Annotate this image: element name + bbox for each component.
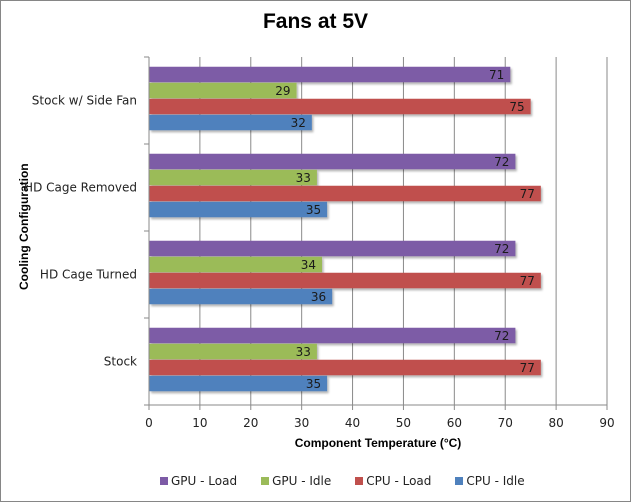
x-tick-label: 60 bbox=[447, 416, 462, 430]
x-axis-label: Component Temperature (°C) bbox=[294, 436, 462, 450]
bar bbox=[149, 343, 317, 360]
chart-title: Fans at 5V bbox=[262, 10, 369, 33]
legend-swatch bbox=[261, 477, 270, 485]
bar bbox=[149, 327, 516, 344]
legend-label: GPU - Load bbox=[171, 474, 238, 488]
bar bbox=[149, 375, 328, 392]
data-label: 32 bbox=[291, 116, 306, 130]
legend-item: GPU - Load bbox=[160, 474, 237, 488]
x-tick-label: 80 bbox=[548, 416, 563, 430]
data-label: 36 bbox=[311, 290, 326, 304]
x-tick-label: 0 bbox=[145, 416, 153, 430]
bar bbox=[149, 114, 312, 131]
data-label: 77 bbox=[520, 187, 535, 201]
y-tick-label: Stock bbox=[104, 355, 137, 369]
data-label: 33 bbox=[296, 171, 311, 185]
x-tick-label: 70 bbox=[498, 416, 513, 430]
legend-swatch bbox=[355, 477, 364, 485]
bar bbox=[149, 66, 511, 83]
x-tick-label: 90 bbox=[599, 416, 614, 430]
x-tick-label: 30 bbox=[294, 416, 309, 430]
legend-label: CPU - Load bbox=[366, 474, 432, 488]
bar bbox=[149, 201, 328, 218]
legend-label: CPU - Idle bbox=[466, 474, 525, 488]
bar bbox=[149, 240, 516, 257]
data-label: 72 bbox=[494, 329, 509, 343]
y-tick-label: Stock w/ Side Fan bbox=[32, 94, 137, 108]
x-tick-label: 20 bbox=[243, 416, 258, 430]
bar bbox=[149, 98, 531, 115]
data-label: 72 bbox=[494, 155, 509, 169]
legend: GPU - Load GPU - Idle CPU - Load CPU - Idle bbox=[160, 474, 525, 488]
bar bbox=[149, 185, 541, 202]
bar bbox=[149, 169, 317, 186]
data-label: 34 bbox=[301, 258, 316, 272]
bar bbox=[149, 256, 323, 273]
legend-item: CPU - Idle bbox=[455, 474, 525, 488]
data-label: 29 bbox=[275, 84, 290, 98]
bar bbox=[149, 82, 297, 99]
data-label: 75 bbox=[509, 100, 524, 114]
legend-item: CPU - Load bbox=[355, 474, 431, 488]
legend-swatch bbox=[455, 477, 464, 485]
x-tick-label: 10 bbox=[192, 416, 207, 430]
legend-label: GPU - Idle bbox=[272, 474, 332, 488]
data-label: 71 bbox=[489, 68, 504, 82]
legend-swatch bbox=[160, 477, 168, 485]
legend-item: GPU - Idle bbox=[261, 474, 331, 488]
data-label: 35 bbox=[306, 377, 321, 391]
data-label: 77 bbox=[520, 274, 535, 288]
bar bbox=[149, 272, 541, 289]
y-tick-label: HD Cage Removed bbox=[24, 181, 137, 195]
data-label: 72 bbox=[494, 242, 509, 256]
x-tick-label: 50 bbox=[396, 416, 411, 430]
data-label: 33 bbox=[296, 345, 311, 359]
x-tick-label: 40 bbox=[345, 416, 360, 430]
bar bbox=[149, 288, 333, 305]
data-label: 35 bbox=[306, 203, 321, 217]
bar bbox=[149, 359, 541, 376]
y-tick-label: HD Cage Turned bbox=[40, 268, 137, 282]
bar bbox=[149, 153, 516, 170]
data-label: 77 bbox=[520, 361, 535, 375]
